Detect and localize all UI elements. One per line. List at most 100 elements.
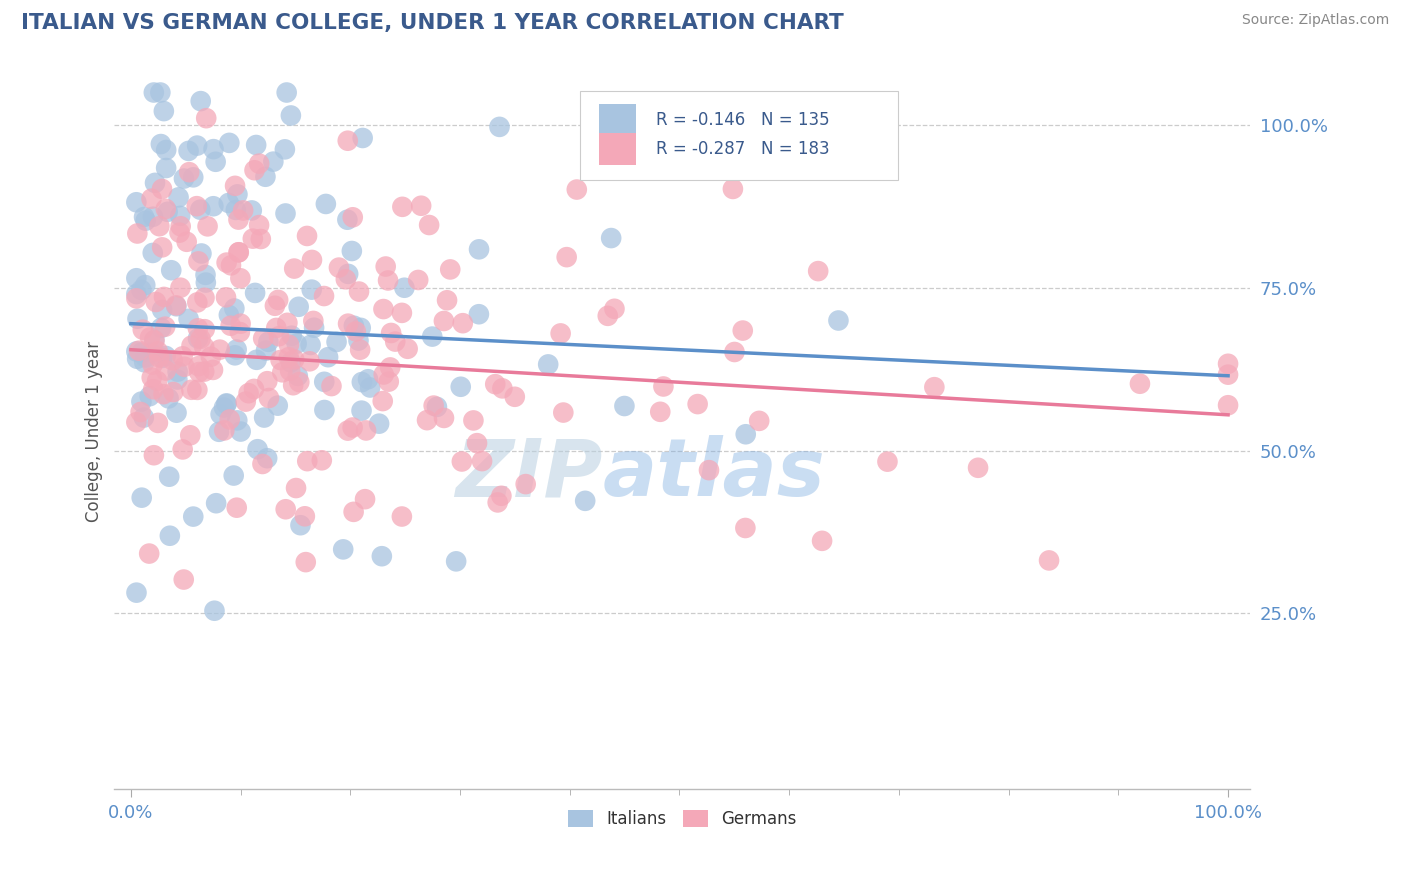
- Point: [215, 290, 238, 304]
- Point: [285, 336, 308, 351]
- Point: [336, 212, 359, 227]
- Point: [125, 585, 148, 599]
- Point: [155, 202, 177, 216]
- Point: [202, 142, 225, 156]
- Point: [335, 272, 357, 286]
- Point: [336, 424, 359, 438]
- Point: [650, 405, 672, 419]
- Point: [165, 299, 187, 313]
- Point: [128, 343, 150, 358]
- Point: [433, 411, 456, 425]
- Point: [131, 394, 153, 409]
- Point: [150, 240, 173, 254]
- Point: [374, 260, 396, 274]
- Point: [298, 354, 321, 368]
- Point: [169, 209, 191, 223]
- Point: [343, 505, 366, 519]
- Text: ZIP: ZIP: [456, 435, 603, 513]
- Point: [734, 427, 756, 442]
- Point: [416, 413, 439, 427]
- Point: [811, 533, 834, 548]
- Point: [125, 415, 148, 429]
- Point: [132, 410, 155, 425]
- Point: [229, 317, 252, 331]
- Point: [276, 86, 298, 100]
- Point: [347, 334, 370, 348]
- Point: [337, 267, 360, 281]
- Point: [142, 246, 165, 260]
- Point: [488, 120, 510, 134]
- Point: [173, 573, 195, 587]
- Point: [450, 454, 472, 468]
- Point: [187, 321, 209, 335]
- Point: [134, 355, 156, 369]
- Point: [315, 197, 337, 211]
- Point: [1216, 368, 1239, 382]
- Bar: [599, 104, 636, 136]
- Point: [145, 295, 167, 310]
- Point: [173, 359, 195, 374]
- Point: [256, 374, 278, 388]
- Point: [252, 331, 274, 345]
- Point: [697, 463, 720, 477]
- Point: [302, 314, 325, 328]
- Point: [349, 343, 371, 357]
- Point: [149, 137, 172, 152]
- Point: [484, 377, 506, 392]
- Point: [426, 400, 449, 414]
- Point: [132, 323, 155, 337]
- Point: [190, 332, 212, 346]
- Point: [371, 394, 394, 409]
- Point: [254, 343, 277, 358]
- Point: [150, 182, 173, 196]
- Point: [146, 374, 169, 388]
- Point: [433, 314, 456, 328]
- Point: [274, 502, 297, 516]
- Point: [195, 111, 218, 125]
- Point: [187, 331, 209, 345]
- Point: [721, 182, 744, 196]
- Point: [515, 477, 537, 491]
- Point: [1216, 357, 1239, 371]
- Point: [155, 143, 177, 157]
- Point: [312, 289, 335, 303]
- Point: [368, 417, 391, 431]
- Point: [125, 291, 148, 305]
- Point: [924, 380, 946, 394]
- Point: [166, 406, 188, 420]
- Point: [247, 156, 270, 170]
- Point: [288, 375, 311, 389]
- Point: [186, 383, 208, 397]
- Point: [297, 454, 319, 468]
- Point: [967, 460, 990, 475]
- Point: [186, 199, 208, 213]
- Point: [354, 492, 377, 507]
- Point: [125, 287, 148, 301]
- Point: [155, 161, 177, 175]
- Point: [420, 329, 443, 343]
- Point: [247, 218, 270, 232]
- Point: [486, 495, 509, 509]
- Point: [418, 218, 440, 232]
- Point: [301, 283, 323, 297]
- Point: [204, 604, 226, 618]
- Point: [157, 469, 180, 483]
- Point: [176, 235, 198, 249]
- Point: [146, 416, 169, 430]
- Point: [406, 273, 429, 287]
- Point: [187, 359, 209, 373]
- Point: [876, 455, 898, 469]
- Point: [186, 295, 208, 310]
- Point: [468, 307, 491, 321]
- Point: [278, 338, 301, 352]
- Point: [257, 391, 280, 405]
- Point: [219, 258, 242, 272]
- Point: [172, 349, 194, 363]
- Point: [180, 383, 202, 397]
- Point: [354, 424, 377, 438]
- Point: [344, 325, 367, 339]
- Point: [153, 290, 176, 304]
- Bar: [599, 133, 636, 165]
- Point: [603, 301, 626, 316]
- Point: [267, 399, 290, 413]
